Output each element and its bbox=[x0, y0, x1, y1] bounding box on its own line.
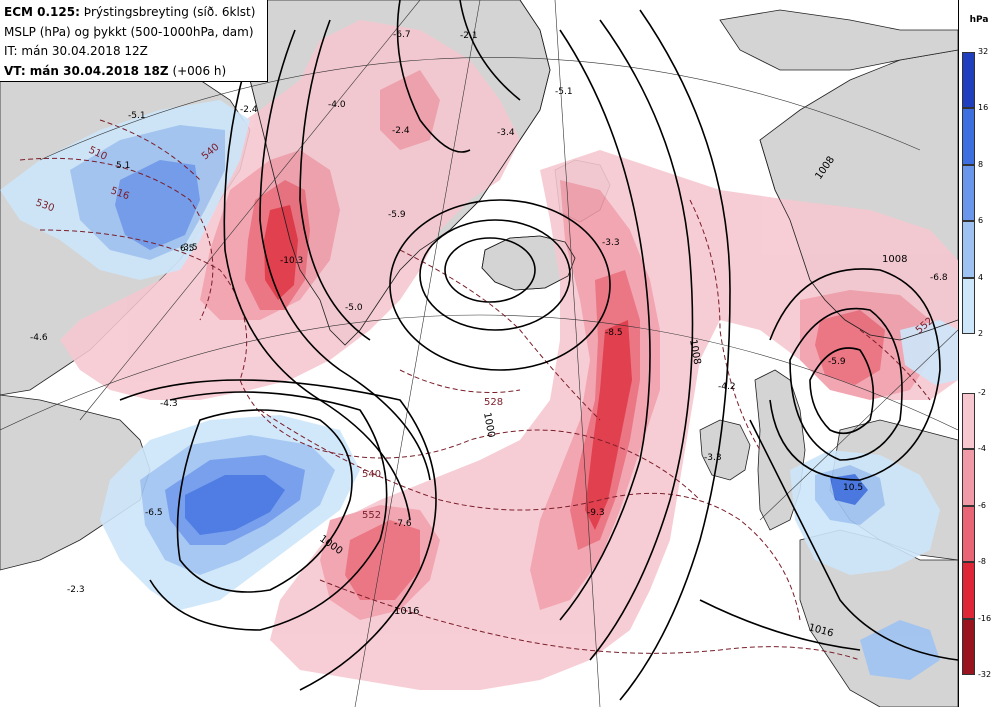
pressure-change-label: -5.0 bbox=[345, 303, 363, 313]
colorbar-tick: -16 bbox=[978, 613, 992, 623]
colorbar-swatch bbox=[962, 277, 975, 334]
pressure-change-label: -6.8 bbox=[930, 273, 948, 283]
isobar-label: 1008 bbox=[687, 339, 702, 366]
pressure-change-label: -9.3 bbox=[587, 508, 605, 518]
pressure-change-label: -5.1 bbox=[128, 111, 146, 121]
info-line-4: VT: mán 30.04.2018 18Z (+006 h) bbox=[4, 62, 267, 82]
colorbar-swatch bbox=[962, 221, 975, 278]
graticule bbox=[0, 0, 958, 707]
colorbar-tick: 8 bbox=[978, 159, 984, 169]
pressure-change-label: -3.4 bbox=[497, 128, 515, 138]
pressure-change-label: -10.3 bbox=[280, 256, 303, 266]
colorbar-swatch bbox=[962, 108, 975, 165]
colorbar-tick: -32 bbox=[978, 670, 992, 679]
pressure-fall-shading bbox=[60, 20, 958, 690]
colorbar-swatch bbox=[962, 618, 975, 675]
pressure-change-label: -8.5 bbox=[605, 328, 623, 338]
pressure-change-label: -2.3 bbox=[67, 585, 85, 595]
colorbar-swatch bbox=[962, 52, 975, 109]
colorbar-tick: -4 bbox=[978, 444, 986, 454]
isobar-label: 1016 bbox=[394, 606, 419, 617]
valid-time: VT: mán 30.04.2018 18Z bbox=[4, 63, 169, 78]
isobar-label: 1000 bbox=[481, 412, 496, 439]
pressure-change-label: -2.4 bbox=[392, 126, 410, 136]
thickness-label: 552 bbox=[362, 510, 381, 521]
info-line-1: ECM 0.125: Þrýstingsbreyting (síð. 6klst… bbox=[4, 3, 267, 23]
pressure-change-label: -4.3 bbox=[160, 399, 178, 409]
info-line-3: IT: mán 30.04.2018 12Z bbox=[4, 44, 148, 58]
isobar-label: 1008 bbox=[882, 254, 907, 265]
colorbar-tick: 6 bbox=[978, 216, 984, 226]
pressure-change-label: -3.5 bbox=[180, 243, 198, 253]
colorbar-swatch bbox=[962, 393, 975, 450]
map-labels: -6.7 -2.1 -5.1 -2.4 -4.0 -2.4 -3.4 -5.1 -5.9 -10.… bbox=[30, 30, 948, 639]
pressure-contours bbox=[119, 0, 958, 701]
colorbar-tick: 2 bbox=[978, 329, 984, 338]
thickness-label: 528 bbox=[484, 397, 503, 408]
pressure-change-label: -5.1 bbox=[555, 87, 573, 97]
colorbar-tick: -6 bbox=[978, 500, 986, 510]
pressure-change-label: -5.9 bbox=[388, 210, 406, 220]
pressure-change-label: -4.0 bbox=[328, 100, 346, 110]
pressure-rise-label: 5.1 bbox=[116, 161, 130, 171]
colorbar-swatch bbox=[962, 449, 975, 506]
pressure-change-label: -4.6 bbox=[30, 333, 48, 343]
colorbar-swatch bbox=[962, 562, 975, 619]
pressure-change-label: -3.3 bbox=[704, 453, 722, 463]
pressure-rise-shading bbox=[0, 100, 958, 680]
pressure-change-label: -3.3 bbox=[602, 238, 620, 248]
colorbar-tick: 4 bbox=[978, 272, 984, 282]
pressure-change-label: -5.9 bbox=[828, 357, 846, 367]
colorbar-tick: -8 bbox=[978, 557, 986, 567]
pressure-rise-label: 10.5 bbox=[843, 483, 863, 493]
colorbar-tick: -2 bbox=[978, 388, 986, 397]
colorbar: hPa 32 16 8 6 4 2 -2 -4 -6 -8 -16 -32 bbox=[958, 0, 1000, 707]
pressure-rise-label: 6.5 bbox=[180, 244, 194, 254]
thickness-contours bbox=[19, 119, 931, 661]
colorbar-swatch bbox=[962, 164, 975, 222]
pressure-change-label: -6.7 bbox=[393, 30, 411, 40]
pressure-change-label: -2.1 bbox=[460, 31, 478, 41]
weather-map: -6.7 -2.1 -5.1 -2.4 -4.0 -2.4 -3.4 -5.1 -5.9 -10.… bbox=[0, 0, 958, 707]
coastlines bbox=[229, 0, 958, 346]
lead-time: (+006 h) bbox=[172, 63, 227, 78]
colorbar-unit: hPa bbox=[969, 15, 989, 25]
colorbar-swatch bbox=[962, 505, 975, 563]
model-label: ECM 0.125: bbox=[4, 5, 80, 19]
pressure-change-label: -7.6 bbox=[394, 519, 412, 529]
pressure-change-label: -2.4 bbox=[240, 105, 258, 115]
info-line-2: MSLP (hPa) og þykkt (500-1000hPa, dam) bbox=[4, 24, 254, 39]
pressure-change-label: -6.5 bbox=[145, 508, 163, 518]
colorbar-tick: 32 bbox=[978, 47, 989, 56]
pressure-change-label: -4.2 bbox=[718, 382, 736, 392]
thickness-label: 540 bbox=[362, 469, 381, 480]
product-title: Þrýstingsbreyting (síð. 6klst) bbox=[83, 5, 256, 19]
colorbar-tick: 16 bbox=[978, 103, 989, 113]
map-info-box: ECM 0.125: Þrýstingsbreyting (síð. 6klst… bbox=[0, 0, 268, 82]
